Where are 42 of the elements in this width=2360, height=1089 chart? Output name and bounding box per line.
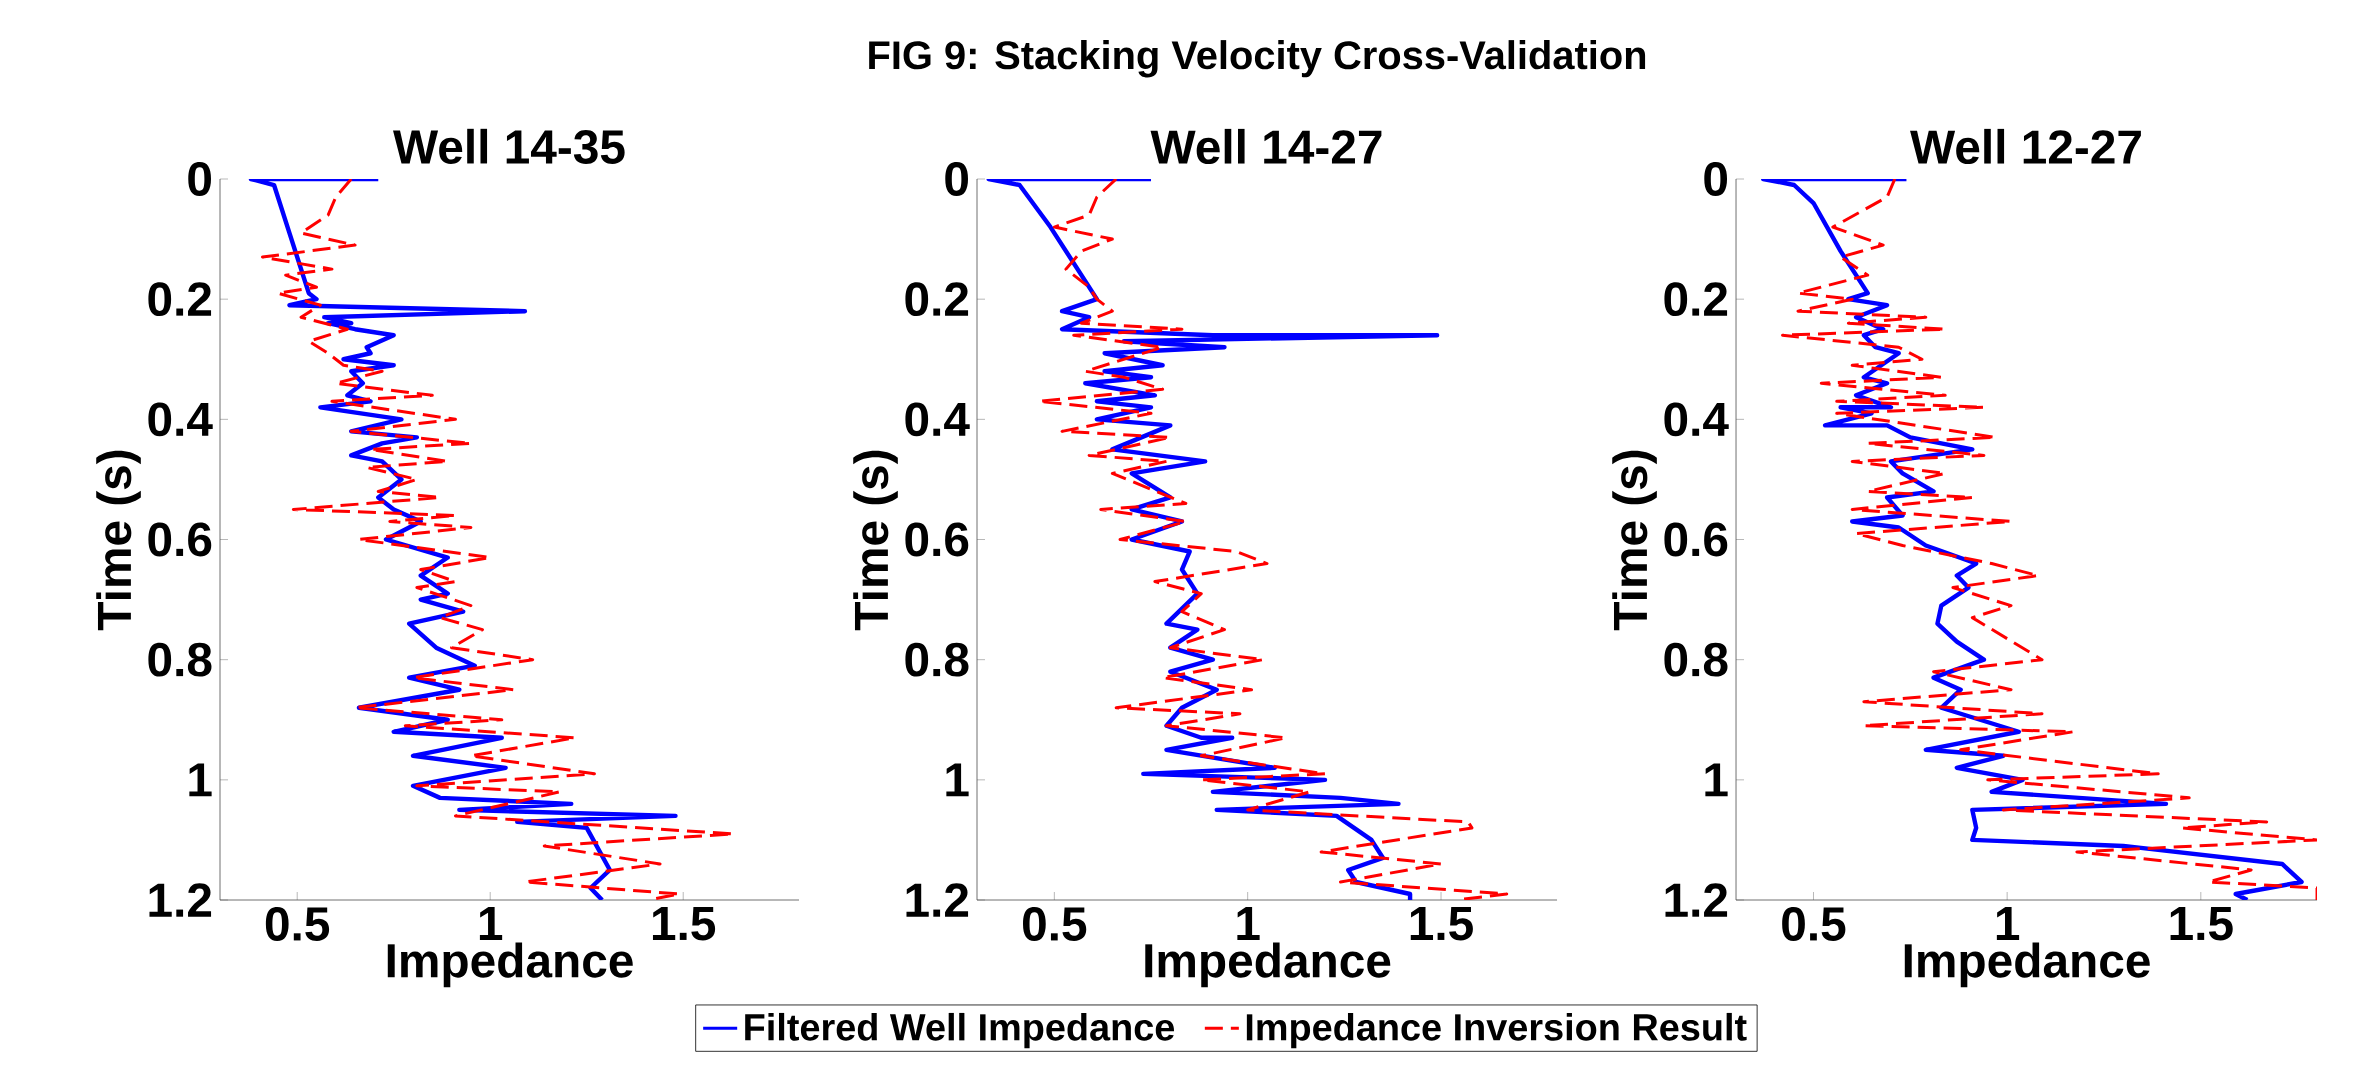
legend-label: Filtered Well Impedance bbox=[745, 1012, 1175, 1049]
x-tick-label: 1 bbox=[1996, 907, 2020, 940]
legend-label: Impedance Inversion Result bbox=[1246, 1012, 1747, 1049]
y-tick-label: 1.2 bbox=[149, 883, 212, 917]
chart-title: Well 12-27 bbox=[1910, 128, 2141, 165]
chart-title: Well 14-27 bbox=[1150, 128, 1382, 165]
x-axis-title: Impedance bbox=[387, 942, 633, 988]
y-tick-label: 0.8 bbox=[1664, 642, 1728, 677]
y-axis-title: Time (s) bbox=[853, 450, 898, 631]
chart-title: Well 14-35 bbox=[393, 128, 625, 164]
x-tick-label: 1.5 bbox=[1410, 907, 1473, 941]
y-axis-title: Time (s) bbox=[96, 450, 141, 631]
y-tick-label: 0.4 bbox=[1664, 402, 1729, 437]
y-tick-label: 0.8 bbox=[905, 642, 969, 677]
y-tick-label: 0.6 bbox=[905, 522, 969, 557]
y-tick-label: 0 bbox=[188, 162, 211, 196]
y-tick-label: 1 bbox=[189, 763, 212, 797]
y-tick-label: 0.2 bbox=[148, 282, 212, 317]
x-tick-label: 1 bbox=[479, 907, 503, 940]
y-tick-label: 0.2 bbox=[1664, 282, 1728, 317]
y-tick-label: 0.4 bbox=[148, 402, 213, 437]
y-tick-label: 1.2 bbox=[1665, 883, 1728, 917]
y-tick-label: 0.8 bbox=[148, 642, 212, 677]
y-tick-label: 0.4 bbox=[905, 402, 970, 437]
y-tick-label: 0 bbox=[945, 162, 968, 196]
y-tick-label: 0 bbox=[1704, 162, 1728, 196]
x-axis-title: Impedance bbox=[1904, 942, 2150, 988]
x-tick-label: 1.5 bbox=[2170, 907, 2233, 941]
y-tick-label: 0.2 bbox=[905, 282, 969, 317]
y-tick-label: 1 bbox=[946, 763, 969, 797]
x-tick-label: 0.5 bbox=[1023, 907, 1087, 941]
y-tick-label: 0.6 bbox=[1664, 522, 1728, 557]
caption: FIG 9: Stacking Velocity Cross-Validation bbox=[869, 40, 1646, 78]
x-tick-label: 0.5 bbox=[1782, 907, 1846, 941]
x-axis-title: Impedance bbox=[1145, 942, 1391, 988]
x-tick-label: 0.5 bbox=[265, 907, 330, 941]
y-axis-title: Time (s) bbox=[1612, 450, 1657, 631]
x-tick-label: 1.5 bbox=[652, 907, 716, 941]
y-tick-label: 0.6 bbox=[148, 522, 212, 557]
y-tick-label: 1.2 bbox=[906, 883, 969, 917]
x-tick-label: 1 bbox=[1237, 907, 1260, 940]
y-tick-label: 1 bbox=[1705, 763, 1728, 797]
